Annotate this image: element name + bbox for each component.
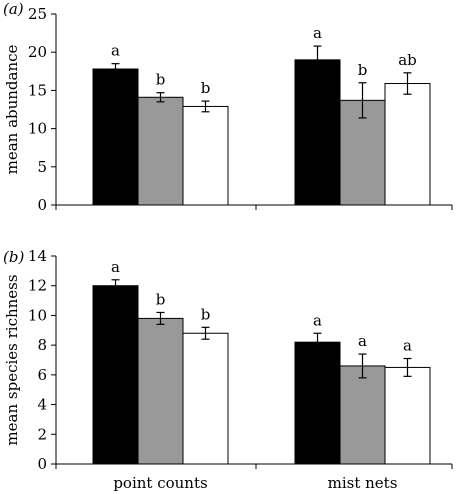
x-category-label: mist nets	[328, 474, 398, 492]
significance-label: a	[111, 258, 120, 276]
bar-series-1-point-counts	[92, 285, 139, 465]
significance-label: a	[313, 24, 322, 42]
bar-series-3-mist-nets	[384, 83, 431, 206]
significance-label: b	[156, 71, 166, 89]
significance-label: b	[201, 79, 211, 97]
significance-label: b	[358, 61, 368, 79]
significance-label: a	[358, 332, 367, 350]
y-tick-label: 10	[28, 120, 47, 138]
y-tick-label: 5	[37, 158, 47, 176]
bar-series-2-point-counts	[137, 96, 184, 206]
y-tick-label: 2	[37, 425, 47, 443]
y-tick-label: 20	[28, 43, 47, 61]
panel-b-species-richness: (b) mean species richness 0 2 4 6 8 10 12 14 a a b a b…	[3, 247, 453, 492]
bar-series-1-mist-nets	[294, 59, 341, 206]
bar-series-3-point-counts	[182, 105, 229, 206]
bar-series-2-mist-nets	[339, 365, 386, 465]
y-axis-label: mean abundance	[3, 44, 21, 174]
significance-label: b	[201, 305, 211, 323]
panel-label: (b)	[3, 248, 24, 266]
significance-label: ab	[398, 51, 417, 69]
y-tick-label: 6	[37, 366, 47, 384]
bar-series-3-mist-nets	[384, 366, 431, 465]
panel-label: (a)	[3, 0, 24, 18]
bar-series-1-mist-nets	[294, 341, 341, 465]
x-category-label: point counts	[113, 474, 207, 492]
y-tick-label: 14	[28, 247, 47, 265]
y-tick-label: 0	[37, 455, 47, 473]
significance-label: a	[111, 42, 120, 60]
significance-label: a	[403, 337, 412, 355]
y-tick-label: 4	[37, 396, 47, 414]
significance-label: a	[313, 311, 322, 329]
y-tick-label: 10	[28, 306, 47, 324]
y-axis-label: mean species richness	[3, 274, 21, 445]
bar-series-2-point-counts	[137, 317, 184, 465]
bar-series-1-point-counts	[92, 68, 139, 206]
y-tick-label: 8	[37, 336, 47, 354]
y-tick-label: 25	[28, 5, 47, 23]
significance-label: b	[156, 290, 166, 308]
y-tick-label: 12	[28, 277, 47, 295]
y-tick-label: 15	[28, 81, 47, 99]
y-tick-label: 0	[37, 196, 47, 214]
bar-series-3-point-counts	[182, 332, 229, 465]
